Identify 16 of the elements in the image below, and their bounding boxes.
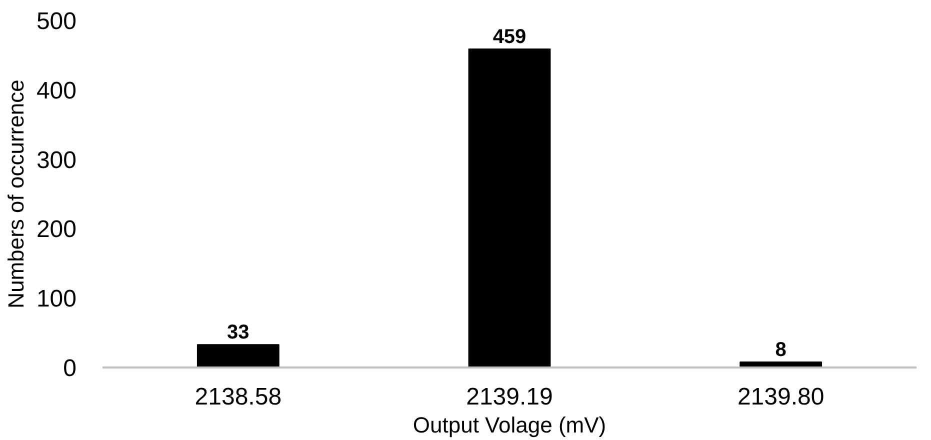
y-tick-label: 500 xyxy=(36,8,77,35)
y-tick-label: 300 xyxy=(36,146,77,174)
y-tick-label: 200 xyxy=(36,216,77,244)
x-tick-label: 2139.19 xyxy=(466,384,553,410)
x-tick-label: 2139.80 xyxy=(737,384,824,410)
bar xyxy=(468,48,551,368)
y-tick-label: 400 xyxy=(36,77,77,104)
x-axis-title: Output Volage (mV) xyxy=(412,412,606,438)
x-tick-label: 2138.58 xyxy=(194,384,282,410)
y-tick-label: 0 xyxy=(63,355,77,382)
y-tick-label: 100 xyxy=(36,286,77,313)
y-axis-title: Numbers of occurrence xyxy=(3,80,28,308)
data-label: 8 xyxy=(775,338,786,361)
data-label: 459 xyxy=(492,26,526,48)
data-label: 33 xyxy=(227,322,250,344)
bar xyxy=(196,344,280,368)
